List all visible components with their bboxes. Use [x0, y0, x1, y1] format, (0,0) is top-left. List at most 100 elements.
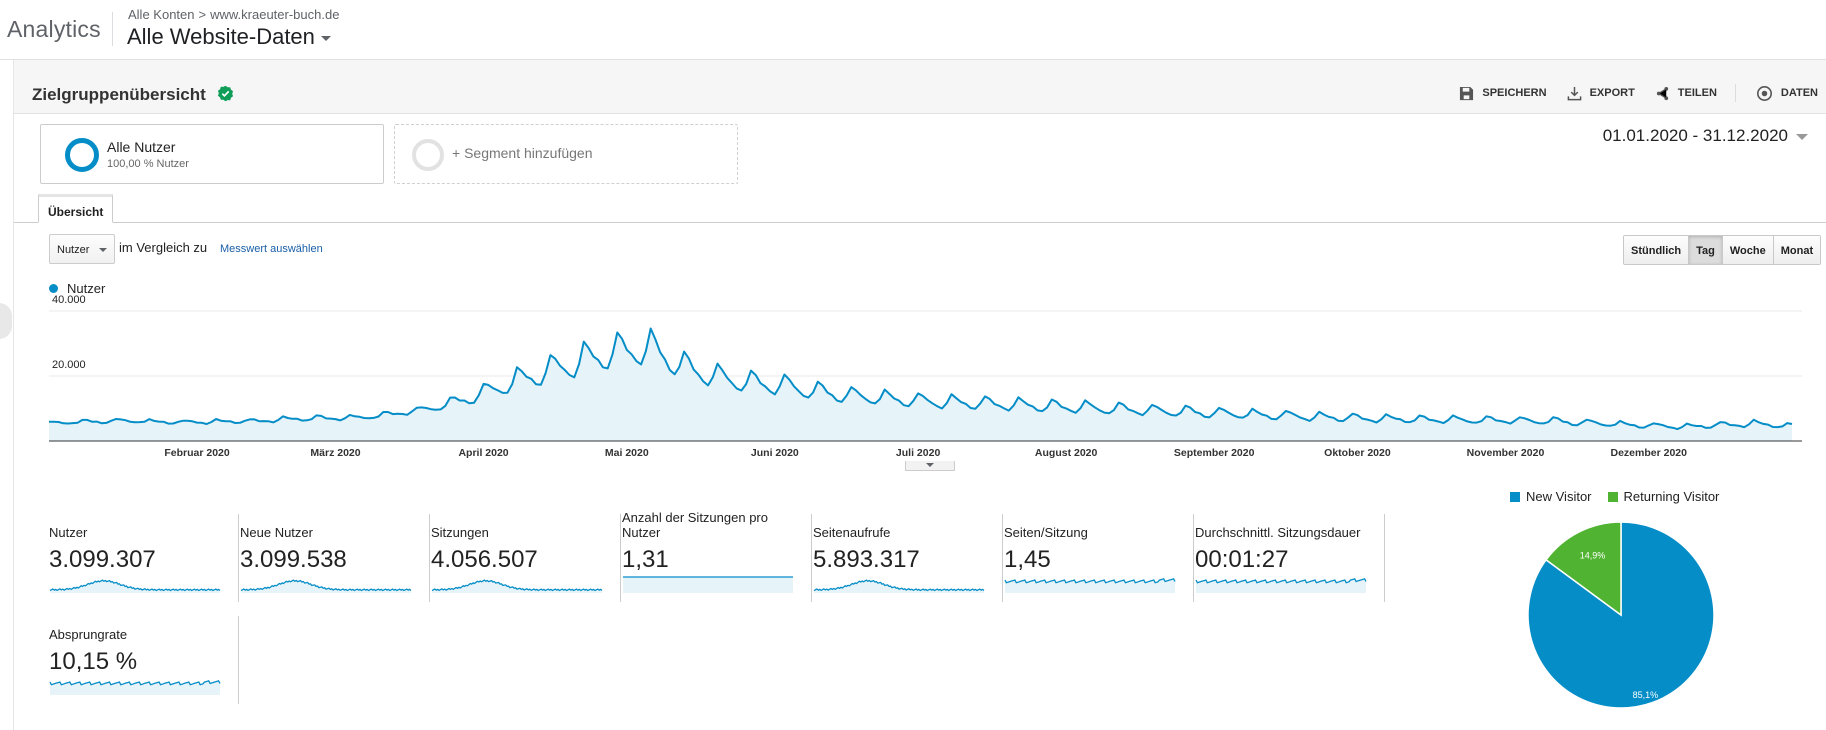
insights-icon: [1756, 85, 1772, 101]
x-tick-label: September 2020: [1174, 447, 1255, 459]
sparkline-line: [431, 579, 603, 592]
scorecard-label: Seiten/Sitzung: [1004, 525, 1088, 540]
sparkline-line: [240, 579, 412, 592]
sparkline-area: [814, 580, 984, 593]
users-over-time-chart[interactable]: 40.000 20.000 Februar 2020 März 2020 April 2…: [0, 295, 1826, 465]
save-button[interactable]: SPEICHERN: [1459, 86, 1547, 101]
left-nav-strip: [0, 60, 14, 730]
empty-segment-ring-icon: [412, 139, 444, 171]
breadcrumb-property[interactable]: www.kraeuter-buch.de: [210, 7, 340, 22]
granularity-month-button[interactable]: Monat: [1773, 236, 1821, 264]
scorecard[interactable]: Durchschnittl. Sitzungsdauer 00:01:27: [1195, 514, 1385, 602]
save-label: SPEICHERN: [1482, 87, 1547, 99]
tab-overview[interactable]: Übersicht: [38, 194, 114, 223]
scorecard-value: 5.893.317: [813, 546, 920, 573]
x-tick-label: Juli 2020: [896, 447, 941, 459]
x-tick-label: Dezember 2020: [1611, 447, 1688, 459]
breadcrumb[interactable]: Alle Konten > www.kraeuter-buch.de: [128, 7, 339, 22]
scorecard[interactable]: Sitzungen 4.056.507: [431, 514, 621, 602]
y-tick-label: 20.000: [52, 359, 86, 371]
scorecard-value: 10,15 %: [49, 648, 138, 675]
scorecard-sparkline: [49, 579, 221, 593]
sparkline-line: [49, 579, 221, 592]
page-title: Zielgruppenübersicht: [32, 83, 234, 105]
export-button[interactable]: EXPORT: [1567, 86, 1635, 101]
tab-bar-line: [14, 222, 1826, 223]
sparkline-line: [1195, 577, 1367, 584]
app-brand[interactable]: Analytics: [7, 16, 101, 42]
granularity-toggle: Stündlich Tag Woche Monat: [1623, 235, 1822, 265]
x-tick-label: Juni 2020: [751, 447, 799, 459]
segment-all-users[interactable]: Alle Nutzer 100,00 % Nutzer: [40, 124, 384, 184]
date-range-picker[interactable]: 01.01.2020 - 31.12.2020: [1603, 126, 1808, 146]
scorecard[interactable]: Seiten/Sitzung 1,45: [1004, 514, 1194, 602]
chart-resize-handle[interactable]: [905, 461, 955, 471]
scorecard[interactable]: Seitenaufrufe 5.893.317: [813, 514, 1003, 602]
chevron-down-icon: [926, 463, 934, 467]
scorecard-value: 00:01:27: [1195, 546, 1289, 573]
legend-new-label: New Visitor: [1526, 489, 1592, 504]
x-tick-label: November 2020: [1467, 447, 1545, 459]
scorecard-value: 1,45: [1004, 546, 1051, 573]
scorecard-label: Durchschnittl. Sitzungsdauer: [1195, 525, 1361, 540]
pie-slice-returning-visitor[interactable]: [1545, 521, 1622, 617]
insights-button[interactable]: DATEN: [1756, 85, 1818, 102]
x-tick-label: Februar 2020: [164, 447, 230, 459]
scorecard-sparkline: [240, 579, 412, 593]
sparkline-line: [49, 679, 221, 686]
share-button[interactable]: TEILEN: [1655, 86, 1717, 101]
x-tick-label: Mai 2020: [605, 447, 649, 459]
pie-legend: New Visitor Returning Visitor: [1510, 489, 1735, 504]
scorecard[interactable]: Anzahl der Sitzungen pro Nutzer 1,31: [622, 510, 812, 602]
scorecard[interactable]: Absprungrate 10,15 %: [49, 616, 239, 704]
scorecard-label: Sitzungen: [431, 525, 489, 540]
sparkline-area: [623, 577, 793, 593]
scorecard[interactable]: Nutzer 3.099.307: [49, 514, 239, 602]
legend-new-visitor[interactable]: New Visitor: [1510, 489, 1592, 504]
series-line-nutzer[interactable]: [49, 327, 1793, 431]
select-metric-link[interactable]: Messwert auswählen: [220, 243, 323, 255]
series-area-nutzer: [49, 328, 1792, 441]
scorecard-sparkline: [1195, 577, 1367, 593]
granularity-week-button[interactable]: Woche: [1722, 236, 1774, 264]
granularity-day-button[interactable]: Tag: [1689, 236, 1723, 264]
pie-slice-label: 14,9%: [1580, 551, 1606, 561]
scorecard-value: 4.056.507: [431, 546, 538, 573]
download-icon: [1567, 86, 1581, 100]
page-title-text: Zielgruppenübersicht: [32, 85, 206, 104]
scorecard-label: Nutzer: [49, 525, 88, 540]
granularity-hourly-button[interactable]: Stündlich: [1624, 236, 1690, 264]
add-segment-label: + Segment hinzufügen: [452, 145, 593, 161]
segment-share: 100,00 % Nutzer: [107, 158, 189, 170]
report-header: Zielgruppenübersicht SPEICHERN EXPORT TE…: [14, 60, 1826, 114]
scorecard-label: Seitenaufrufe: [813, 525, 891, 540]
add-segment-button[interactable]: + Segment hinzufügen: [394, 124, 738, 184]
y-tick-label: 40.000: [52, 295, 86, 306]
sparkline-area: [241, 580, 411, 593]
share-icon: [1656, 86, 1668, 100]
legend-returning-visitor[interactable]: Returning Visitor: [1607, 489, 1720, 504]
save-icon: [1460, 86, 1474, 100]
scorecard[interactable]: Neue Nutzer 3.099.538: [240, 514, 430, 602]
legend-swatch-returning: [1607, 491, 1618, 502]
nav-collapse-handle[interactable]: [0, 303, 12, 339]
breadcrumb-account[interactable]: Alle Konten: [128, 7, 195, 22]
breadcrumb-separator: >: [198, 7, 207, 22]
x-tick-label: August 2020: [1035, 447, 1098, 459]
verified-check-icon: [217, 85, 233, 102]
scorecard-value: 3.099.307: [49, 546, 156, 573]
segment-ring-icon: [65, 138, 99, 172]
sparkline-line: [1004, 577, 1176, 584]
date-range-text: 01.01.2020 - 31.12.2020: [1602, 126, 1788, 145]
chevron-down-icon: [1796, 133, 1808, 140]
scorecard-sparkline: [1004, 577, 1176, 593]
brand-divider: [112, 12, 113, 46]
x-tick-label: April 2020: [458, 447, 508, 459]
scorecard-label: Anzahl der Sitzungen pro Nutzer: [622, 510, 768, 540]
visitor-type-pie-chart[interactable]: 85,1% 14,9%: [1526, 520, 1716, 710]
scorecard-sparkline: [49, 679, 221, 695]
view-selector[interactable]: Alle Website-Daten: [127, 24, 331, 50]
scorecard-sparkline: [813, 579, 985, 593]
metric-dropdown[interactable]: Nutzer: [49, 234, 115, 264]
legend-returning-label: Returning Visitor: [1623, 489, 1720, 504]
